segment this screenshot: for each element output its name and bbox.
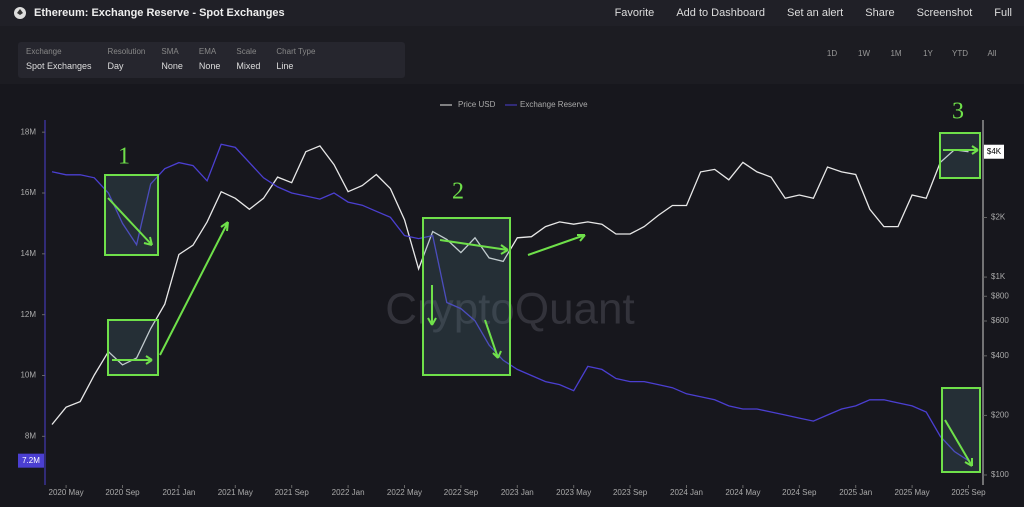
y2-tick-label: $400 [991, 351, 1009, 360]
arrow [159, 221, 229, 356]
y2-tick-label: $200 [991, 411, 1009, 420]
arrow [943, 145, 979, 155]
header: Ethereum: Exchange Reserve - Spot Exchan… [0, 0, 1024, 26]
control-value: None [198, 61, 221, 71]
control-label: Resolution [107, 47, 146, 56]
control-value: Day [107, 61, 124, 71]
arrow [107, 197, 153, 246]
x-tick-label: 2022 May [387, 488, 422, 497]
y-tick-label: 10M [20, 371, 36, 380]
last-value-label: 7.2M [22, 456, 40, 465]
control-label: Exchange [26, 47, 62, 56]
x-tick-label: 2021 May [218, 488, 253, 497]
annotation-label: 3 [952, 99, 964, 125]
last-value-box [18, 453, 44, 468]
last-value-box [984, 144, 1004, 159]
annotation-label: 1 [118, 144, 130, 170]
action-button[interactable]: Add to Dashboard [676, 7, 765, 19]
arrow [527, 234, 586, 256]
range-buttons: 1D 1W 1M 1Y YTD All [818, 46, 1006, 61]
y-tick-label: 18M [20, 127, 36, 136]
page-title: Ethereum: Exchange Reserve - Spot Exchan… [34, 7, 285, 19]
y2-tick-label: $2K [991, 213, 1006, 222]
annotation-label: 2 [452, 179, 464, 205]
controls: Exchange Spot Exchanges Resolution Day SMA… [18, 42, 405, 78]
x-tick-label: 2023 Sep [613, 488, 648, 497]
control-label: Chart Type [276, 47, 316, 56]
x-tick-label: 2025 Jan [839, 488, 872, 497]
control-value: Mixed [236, 61, 261, 71]
range-button[interactable]: 1M [890, 49, 902, 58]
control[interactable]: Chart Type Line [268, 42, 323, 78]
range-button[interactable]: 1Y [923, 49, 933, 58]
x-tick-label: 2024 Sep [782, 488, 817, 497]
control-value: Spot Exchanges [26, 61, 92, 71]
control[interactable]: EMA None [191, 42, 229, 78]
legend-label: Exchange Reserve [520, 100, 588, 109]
arrow [484, 319, 502, 359]
x-tick-label: 2020 Sep [105, 488, 140, 497]
x-tick-label: 2025 Sep [951, 488, 986, 497]
control[interactable]: SMA None [153, 42, 191, 78]
arrow [439, 239, 509, 255]
y-tick-label: 12M [20, 310, 36, 319]
legend-label: Price USD [458, 100, 496, 109]
range-button[interactable]: YTD [952, 49, 968, 58]
highlight-box [422, 217, 511, 376]
x-tick-label: 2023 Jan [501, 488, 534, 497]
x-tick-label: 2025 May [895, 488, 930, 497]
action-button[interactable]: Screenshot [916, 7, 973, 19]
highlight-box [939, 132, 981, 179]
y2-tick-label: $1K [991, 272, 1006, 281]
actions: Favorite Add to Dashboard Set an alert S… [615, 7, 1012, 19]
x-tick-label: 2020 May [49, 488, 84, 497]
x-tick-label: 2022 Sep [444, 488, 479, 497]
range-button[interactable]: All [987, 49, 997, 58]
x-tick-label: 2023 May [556, 488, 591, 497]
range-button[interactable]: 1W [858, 49, 870, 58]
control-label: Scale [236, 47, 257, 56]
last-value-label: $4K [987, 147, 1002, 156]
y-tick-label: 8M [25, 431, 36, 440]
arrow [112, 355, 153, 365]
eth-icon [14, 7, 26, 19]
x-tick-label: 2021 Sep [275, 488, 310, 497]
action-button[interactable]: Favorite [614, 7, 655, 19]
control-value: Line [276, 61, 294, 71]
arrow [944, 419, 973, 467]
action-button[interactable]: Set an alert [786, 7, 844, 19]
arrow [427, 285, 437, 326]
action-button[interactable]: Share [865, 7, 895, 19]
annotations: 1 2 3 [104, 99, 981, 473]
x-tick-label: 2022 Jan [332, 488, 365, 497]
y-tick-label: 14M [20, 249, 36, 258]
control[interactable]: Resolution Day [100, 42, 154, 78]
y2-tick-label: $100 [991, 470, 1009, 479]
x-tick-label: 2024 Jan [670, 488, 703, 497]
y2-tick-label: $600 [991, 316, 1009, 325]
highlight-box [107, 319, 159, 376]
control-value: None [161, 61, 183, 71]
x-tick-label: 2024 May [725, 488, 760, 497]
control[interactable]: Exchange Spot Exchanges [18, 42, 100, 78]
action-button[interactable]: Full [994, 7, 1012, 19]
y2-tick-label: $800 [991, 291, 1009, 300]
highlight-box [941, 387, 981, 473]
chart-bg [0, 84, 1024, 507]
control-label: SMA [161, 47, 179, 56]
control[interactable]: Scale Mixed [228, 42, 268, 78]
x-tick-label: 2021 Jan [162, 488, 195, 497]
y-tick-label: 16M [20, 188, 36, 197]
control-label: EMA [198, 47, 217, 56]
range-button[interactable]: 1D [826, 49, 838, 58]
